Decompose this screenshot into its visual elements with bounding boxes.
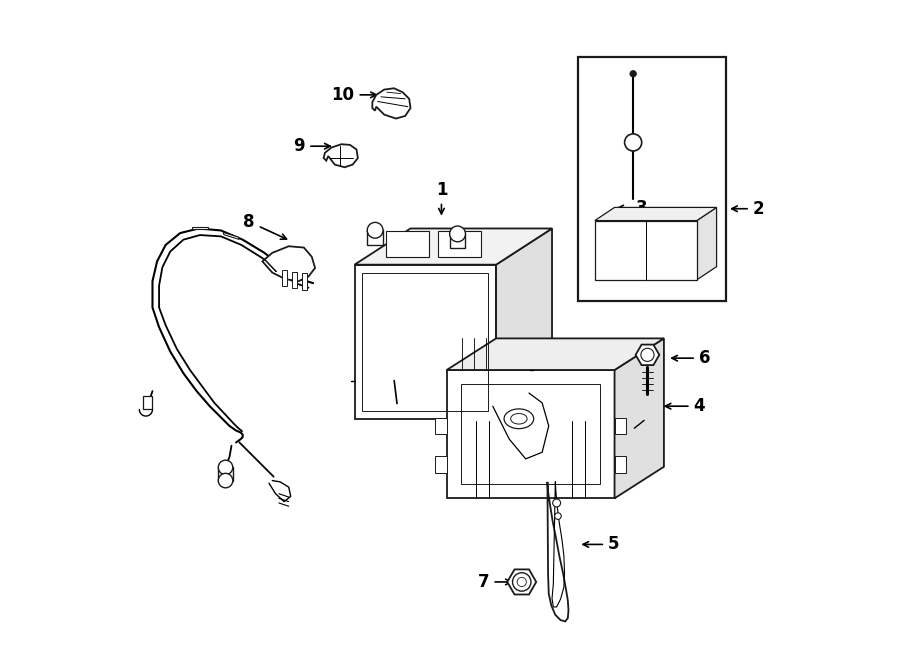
Polygon shape — [615, 418, 626, 434]
Circle shape — [553, 499, 561, 507]
Text: 6: 6 — [672, 349, 710, 367]
Text: 3: 3 — [618, 199, 647, 217]
Circle shape — [219, 460, 233, 475]
Polygon shape — [367, 230, 383, 245]
Polygon shape — [446, 338, 664, 370]
Polygon shape — [192, 227, 208, 229]
Circle shape — [630, 71, 636, 77]
Circle shape — [625, 134, 642, 151]
Polygon shape — [446, 370, 615, 498]
Circle shape — [518, 577, 526, 586]
Polygon shape — [595, 221, 697, 280]
Polygon shape — [219, 467, 233, 481]
Polygon shape — [435, 456, 446, 473]
Text: 4: 4 — [665, 397, 706, 415]
Polygon shape — [223, 233, 239, 239]
Circle shape — [450, 226, 465, 242]
Polygon shape — [579, 58, 726, 301]
Polygon shape — [496, 229, 552, 419]
Polygon shape — [355, 229, 552, 264]
Polygon shape — [143, 397, 152, 409]
Ellipse shape — [510, 414, 527, 424]
Polygon shape — [615, 456, 626, 473]
Polygon shape — [324, 144, 358, 167]
Polygon shape — [373, 89, 410, 118]
Ellipse shape — [504, 409, 534, 428]
Polygon shape — [292, 272, 297, 288]
Text: 5: 5 — [583, 535, 619, 553]
Text: 2: 2 — [732, 200, 764, 217]
Text: 1: 1 — [436, 181, 447, 214]
Polygon shape — [595, 208, 716, 221]
Text: 10: 10 — [331, 86, 376, 104]
Polygon shape — [438, 231, 482, 257]
Circle shape — [512, 572, 531, 591]
Polygon shape — [355, 264, 496, 419]
Polygon shape — [302, 273, 307, 290]
Text: 8: 8 — [244, 213, 286, 239]
Polygon shape — [264, 258, 276, 272]
Polygon shape — [386, 231, 428, 257]
Polygon shape — [263, 247, 315, 281]
Circle shape — [641, 348, 654, 362]
Circle shape — [219, 473, 233, 488]
Polygon shape — [283, 270, 287, 286]
Text: 7: 7 — [478, 573, 511, 591]
Polygon shape — [547, 482, 569, 621]
Circle shape — [554, 513, 562, 520]
Polygon shape — [615, 338, 664, 498]
Polygon shape — [450, 234, 465, 249]
Circle shape — [367, 222, 383, 238]
Polygon shape — [508, 569, 536, 594]
Polygon shape — [635, 344, 660, 365]
Polygon shape — [435, 418, 446, 434]
Text: 9: 9 — [293, 137, 330, 155]
Polygon shape — [697, 208, 716, 280]
